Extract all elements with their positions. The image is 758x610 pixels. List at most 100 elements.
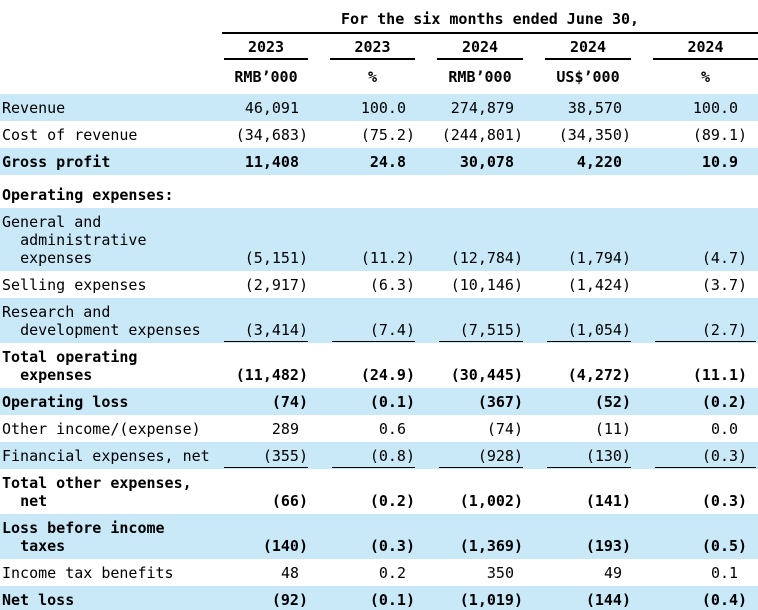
- value-cell: (34,350): [558, 125, 631, 144]
- value-cell: (130): [523, 442, 631, 469]
- value-cell: 0.6: [378, 419, 406, 438]
- value-cell: (24.9): [360, 365, 415, 384]
- value-cell: (11.1): [692, 365, 748, 384]
- table-header-units-row: RMB’000 % RMB’000 US$’000 %: [0, 64, 758, 94]
- year-header: 2024: [415, 33, 523, 64]
- table-row-total-operating-expenses: Total operating expenses (11,482) (24.9)…: [0, 343, 758, 388]
- value-cell: (74): [486, 419, 523, 438]
- table-header-years-row: 2023 2023 2024 2024 2024: [0, 33, 758, 64]
- value-cell: 38,570: [523, 94, 631, 121]
- value-cell: [631, 181, 758, 208]
- year-header: 2023: [308, 33, 415, 64]
- value-cell: (12,784): [415, 208, 523, 271]
- row-label: Income tax benefits: [2, 563, 174, 582]
- value-cell: (75.2): [360, 125, 415, 144]
- value-cell: 0.0: [710, 419, 739, 438]
- header-spacer: [0, 64, 222, 94]
- value-cell: (2,917): [244, 275, 308, 294]
- table-title: For the six months ended June 30,: [222, 8, 758, 34]
- row-label: Selling expenses: [2, 275, 147, 294]
- value-cell: (0.3): [631, 442, 758, 469]
- value-cell: (10,146): [450, 275, 523, 294]
- spacer-row: [0, 175, 758, 181]
- value-cell: (11): [594, 419, 631, 438]
- unit-header: %: [367, 68, 378, 86]
- row-label: Research and development expenses: [0, 298, 222, 343]
- table-row-other-income-expense: Other income/(expense) 289 0.6 (74) (11)…: [0, 415, 758, 442]
- value-cell: (6.3): [369, 275, 415, 294]
- value-cell: (89.1): [692, 125, 748, 144]
- value-cell: [308, 181, 415, 208]
- value-cell: (1,369): [415, 514, 523, 559]
- table-row-rd-expenses: Research and development expenses (3,414…: [0, 298, 758, 343]
- row-label: Total operating expenses: [2, 347, 138, 384]
- value-cell: (928): [415, 442, 523, 469]
- value-cell: 10.9: [631, 148, 758, 175]
- table-row-operating-loss: Operating loss (74) (0.1) (367) (52) (0.…: [0, 388, 758, 415]
- value-cell: (0.8): [308, 442, 415, 469]
- value-cell: (74): [222, 388, 308, 415]
- table-row-general-admin-expenses: General and administrative expenses (5,1…: [0, 208, 758, 271]
- value-cell: (141): [585, 491, 631, 510]
- row-label: Net loss: [0, 586, 222, 610]
- value-cell: 24.8: [308, 148, 415, 175]
- value-cell: (11,482): [235, 365, 308, 384]
- table-row-net-loss: Net loss (92) (0.1) (1,019) (144) (0.4): [0, 586, 758, 610]
- value-cell: (140): [222, 514, 308, 559]
- value-cell: (66): [271, 491, 308, 510]
- value-cell: (0.3): [701, 491, 748, 510]
- unit-header: RMB’000: [234, 68, 298, 86]
- row-label: Other income/(expense): [2, 419, 201, 438]
- value-cell: (355): [222, 442, 308, 469]
- value-cell: (5,151): [222, 208, 308, 271]
- value-cell: (193): [523, 514, 631, 559]
- header-spacer: [0, 33, 222, 64]
- unit-header: US$’000: [556, 68, 620, 86]
- value-cell: 0.1: [710, 563, 739, 582]
- value-cell: 11,408: [222, 148, 308, 175]
- table-row-cost-of-revenue: Cost of revenue (34,683) (75.2) (244,801…: [0, 121, 758, 148]
- row-label: Total other expenses, net: [2, 473, 192, 510]
- table-row-total-other-expenses: Total other expenses, net (66) (0.2) (1,…: [0, 469, 758, 514]
- value-cell: 49: [603, 563, 622, 582]
- value-cell: (1,019): [415, 586, 523, 610]
- value-cell: (244,801): [441, 125, 523, 144]
- table-row-loss-before-income-taxes: Loss before income taxes (140) (0.3) (1,…: [0, 514, 758, 559]
- value-cell: 30,078: [415, 148, 523, 175]
- value-cell: 4,220: [523, 148, 631, 175]
- value-cell: (3,414): [222, 298, 308, 343]
- value-cell: (2.7): [631, 298, 758, 343]
- value-cell: (1,054): [523, 298, 631, 343]
- value-cell: 0.2: [378, 563, 406, 582]
- row-label: General and administrative expenses: [0, 208, 222, 271]
- income-statement-table: For the six months ended June 30, 2023 2…: [0, 8, 758, 610]
- row-label: Financial expenses, net: [0, 442, 222, 469]
- value-cell: (3.7): [701, 275, 748, 294]
- table-row-gross-profit: Gross profit 11,408 24.8 30,078 4,220 10…: [0, 148, 758, 175]
- value-cell: (52): [523, 388, 631, 415]
- value-cell: 274,879: [415, 94, 523, 121]
- row-label: Revenue: [0, 94, 222, 121]
- table-row-income-tax-benefits: Income tax benefits 48 0.2 350 49 0.1: [0, 559, 758, 586]
- value-cell: (367): [415, 388, 523, 415]
- table-row-financial-expenses: Financial expenses, net (355) (0.8) (928…: [0, 442, 758, 469]
- value-cell: 100.0: [631, 94, 758, 121]
- value-cell: (7.4): [308, 298, 415, 343]
- value-cell: (1,002): [459, 491, 523, 510]
- value-cell: (34,683): [235, 125, 308, 144]
- value-cell: (92): [222, 586, 308, 610]
- value-cell: (11.2): [308, 208, 415, 271]
- value-cell: (0.1): [308, 586, 415, 610]
- value-cell: (0.2): [369, 491, 415, 510]
- row-label: Gross profit: [0, 148, 222, 175]
- value-cell: (30,445): [450, 365, 523, 384]
- value-cell: (4,272): [567, 365, 631, 384]
- value-cell: 48: [280, 563, 299, 582]
- value-cell: [523, 181, 631, 208]
- value-cell: (0.1): [308, 388, 415, 415]
- row-label: Operating expenses:: [2, 185, 174, 204]
- value-cell: (0.2): [631, 388, 758, 415]
- table-row-selling-expenses: Selling expenses (2,917) (6.3) (10,146) …: [0, 271, 758, 298]
- value-cell: [415, 181, 523, 208]
- row-label: Operating loss: [0, 388, 222, 415]
